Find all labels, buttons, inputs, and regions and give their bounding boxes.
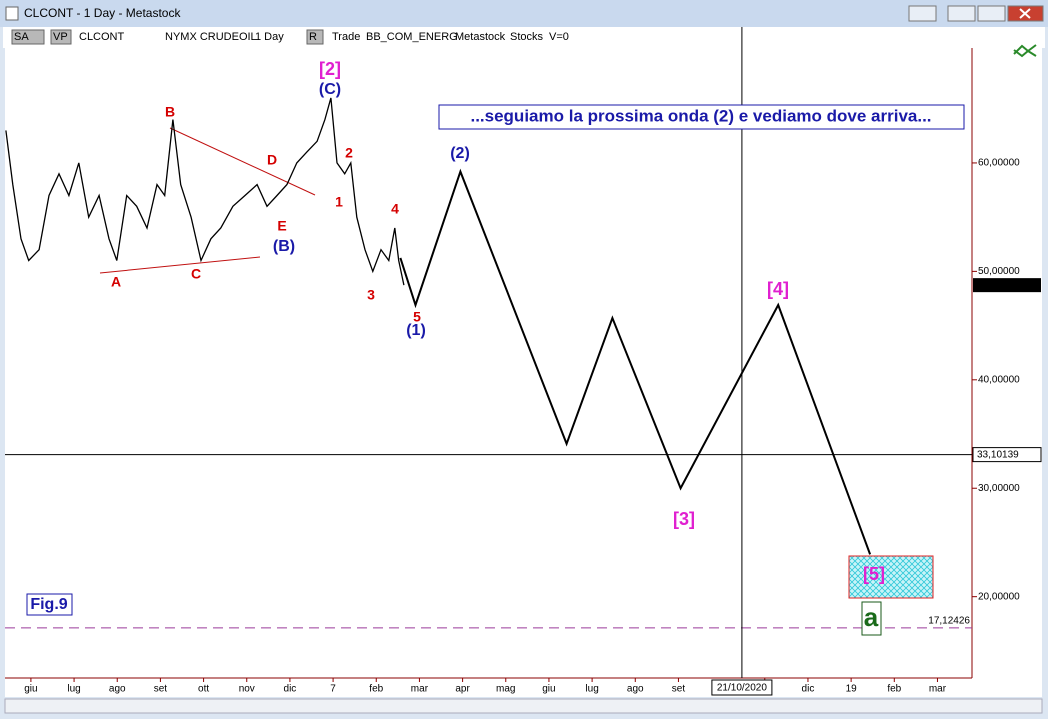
wave-label: (C) [319, 81, 341, 98]
fig-box [26, 593, 73, 616]
x-tick-label: giu [542, 684, 555, 695]
cursor-x-box [711, 679, 773, 696]
x-tick-label: nov [239, 684, 255, 695]
trendline [99, 256, 261, 274]
window-title: CLCONT - 1 Day - Metastock [24, 6, 181, 20]
x-tick-label: set [672, 684, 686, 695]
x-tick-label: dic [802, 684, 815, 695]
fig-label: Fig.9 [30, 596, 67, 613]
title-bar [0, 0, 1048, 27]
time-axis [5, 678, 1042, 697]
plot-area [5, 48, 972, 678]
last-price-label: 48,73000 [980, 280, 1022, 291]
x-tick-label: ago [627, 684, 644, 695]
y-tick-label: 60,00000 [978, 158, 1020, 169]
wave-label: 5 [413, 309, 421, 325]
cursor-y-label: 33,10139 [977, 449, 1019, 460]
toolbar-item: VP [53, 31, 68, 43]
wave-label: [3] [673, 509, 695, 529]
price-axis [972, 48, 1042, 678]
btn-maximize[interactable] [977, 5, 1006, 22]
toolbar-item: V=0 [549, 31, 569, 43]
x-tick-label: 7 [330, 684, 336, 695]
toolbar-button [11, 29, 45, 45]
wave-label: (B) [273, 238, 295, 255]
toolbar-button [306, 29, 324, 45]
wave-label: D [267, 152, 277, 168]
wave-label: C [191, 266, 201, 282]
btn-restore-all[interactable] [908, 5, 937, 22]
y-tick-label: 50,00000 [978, 266, 1020, 277]
x-tick-label: dic [284, 684, 297, 695]
banner: ...seguiamo la prossima onda (2) e vedia… [470, 106, 931, 125]
x-tick-label: lug [585, 684, 598, 695]
y-tick-label: 40,00000 [978, 374, 1020, 385]
x-tick-label: feb [369, 684, 383, 695]
tool-icon[interactable] [1013, 44, 1037, 58]
close-icon [1019, 8, 1031, 19]
wave-label: a [864, 602, 879, 632]
wave-label: 2 [345, 145, 353, 161]
x-tick-label: apr [455, 684, 470, 695]
x-tick-label: mag [496, 684, 515, 695]
app-icon [5, 6, 19, 21]
toolbar-item: Stocks [510, 31, 544, 43]
wave-label: [4] [767, 279, 789, 299]
wave-label: [2] [319, 59, 341, 79]
x-tick-label: mar [411, 684, 429, 695]
level-label: 17,12426 [928, 615, 970, 626]
x-tick-label: ott [198, 684, 209, 695]
toolbar-item: Metastock [455, 31, 506, 43]
trendline [169, 127, 316, 196]
toolbar-item: R [309, 31, 317, 43]
price-line [399, 168, 872, 555]
wave-label: B [165, 104, 175, 120]
x-tick-label: lug [67, 684, 80, 695]
toolbar [3, 27, 1045, 48]
toolbar-item: 1 Day [255, 31, 284, 43]
wave-label: (1) [406, 322, 426, 339]
toolbar-item: BB_COM_ENERG [366, 31, 458, 43]
wave-label: A [111, 274, 121, 290]
wave-label: 3 [367, 287, 375, 303]
wave-label: (2) [450, 145, 470, 162]
btn-minimize[interactable] [947, 5, 976, 22]
a-box [861, 601, 882, 636]
wave-label: E [277, 218, 286, 234]
x-tick-label: feb [887, 684, 901, 695]
target-zone [848, 555, 934, 599]
scrollbar[interactable] [4, 698, 1043, 714]
wave-label: 1 [335, 194, 343, 210]
toolbar-button [50, 29, 72, 45]
toolbar-item: CLCONT [79, 31, 125, 43]
toolbar-item: Trade [332, 31, 360, 43]
toolbar-item: NYMX CRUDEOIL [165, 31, 257, 43]
wave-label: [5] [863, 564, 885, 584]
toolbar-item: SA [14, 31, 29, 43]
x-tick-label: 19 [846, 684, 858, 695]
x-tick-label: ago [109, 684, 126, 695]
banner-box [438, 104, 965, 130]
cursor-x-label: 21/10/2020 [717, 683, 767, 694]
y-tick-label: 20,00000 [978, 591, 1020, 602]
last-price-box [973, 278, 1041, 293]
cursor-y-box [972, 447, 1042, 463]
x-tick-label: set [154, 684, 168, 695]
wave-label: 4 [391, 201, 399, 217]
y-tick-label: 30,00000 [978, 483, 1020, 494]
price-line [5, 97, 405, 286]
x-tick-label: mar [929, 684, 947, 695]
x-tick-label: giu [24, 684, 37, 695]
